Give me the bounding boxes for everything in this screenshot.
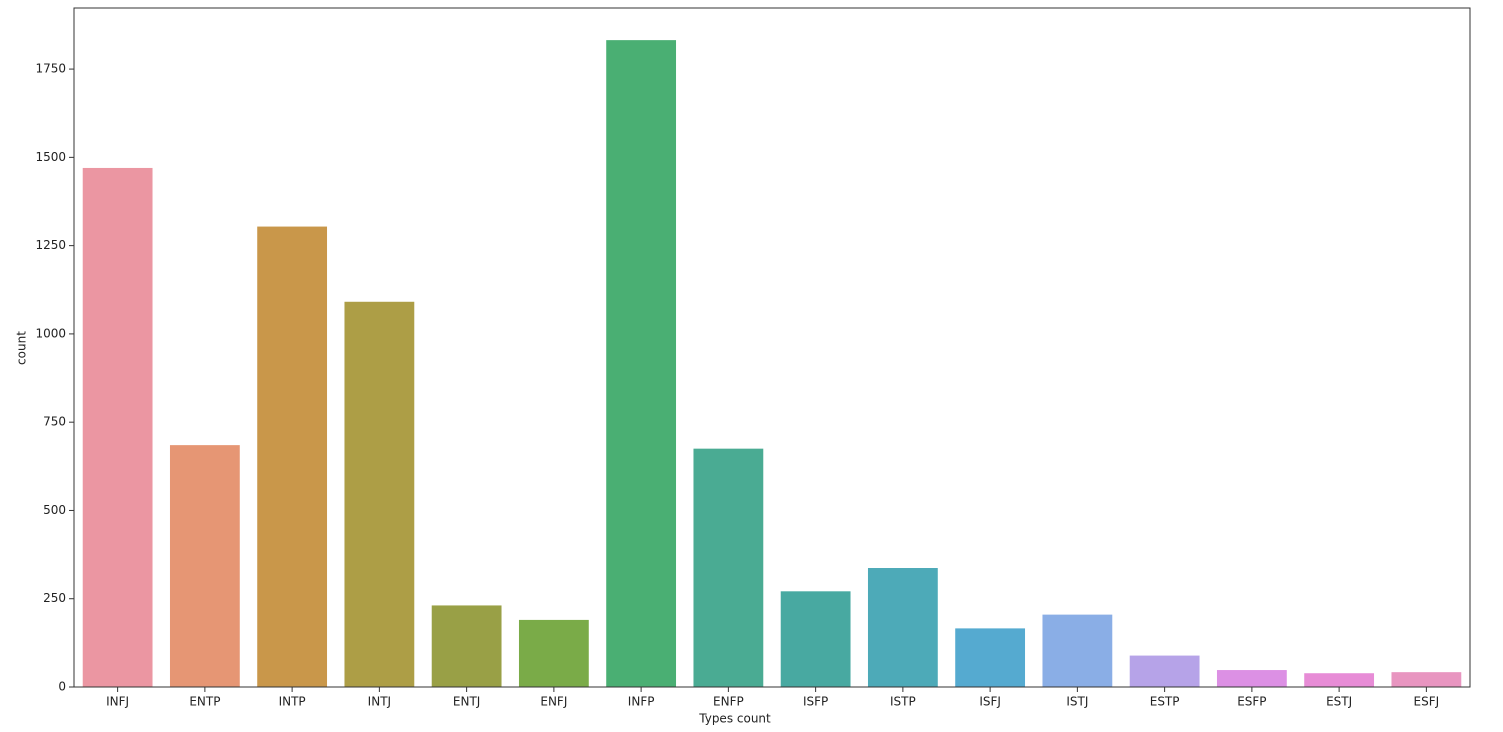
x-tick-label: ISTP	[890, 695, 916, 709]
bar	[606, 40, 677, 687]
x-tick-label: ENTJ	[453, 695, 480, 709]
y-tick-label: 1000	[35, 326, 66, 340]
x-tick-label: ENTP	[189, 695, 220, 709]
x-axis-label: Types count	[698, 712, 771, 726]
bar	[1304, 673, 1375, 687]
y-tick-label: 0	[58, 680, 66, 694]
bar	[344, 301, 415, 687]
x-tick-label: ENFJ	[540, 695, 567, 709]
x-tick-label: ESFJ	[1414, 695, 1440, 709]
y-tick-label: 1750	[35, 62, 66, 76]
x-tick-label: INTJ	[368, 695, 391, 709]
bar	[1129, 655, 1200, 687]
x-tick-label: ENFP	[713, 695, 744, 709]
bar	[780, 591, 851, 687]
x-tick-label: ISFJ	[979, 695, 1001, 709]
x-tick-label: INFJ	[106, 695, 129, 709]
bar	[518, 619, 589, 687]
y-tick-label: 500	[43, 503, 66, 517]
axes-frame	[73, 7, 1471, 688]
bar	[257, 226, 328, 688]
y-tick-label: 1500	[35, 150, 66, 164]
x-tick-label: ESFP	[1237, 695, 1266, 709]
x-tick-label: ISTJ	[1066, 695, 1088, 709]
x-tick-label: INFP	[628, 695, 655, 709]
bar	[955, 628, 1026, 687]
bar	[1042, 614, 1113, 687]
bar	[431, 605, 502, 687]
x-tick-label: ESTP	[1150, 695, 1180, 709]
y-tick-label: 1250	[35, 238, 66, 252]
bar	[867, 568, 938, 687]
x-tick-label: ESTJ	[1326, 695, 1352, 709]
y-tick-label: 250	[43, 591, 66, 605]
x-tick-label: ISFP	[803, 695, 828, 709]
x-tick-label: INTP	[279, 695, 306, 709]
y-tick-label: 750	[43, 415, 66, 429]
bar	[1391, 672, 1462, 687]
bar	[1216, 670, 1287, 687]
bar	[693, 448, 764, 687]
y-axis-label: count	[15, 331, 29, 365]
bar	[82, 167, 153, 687]
bar	[169, 445, 240, 687]
